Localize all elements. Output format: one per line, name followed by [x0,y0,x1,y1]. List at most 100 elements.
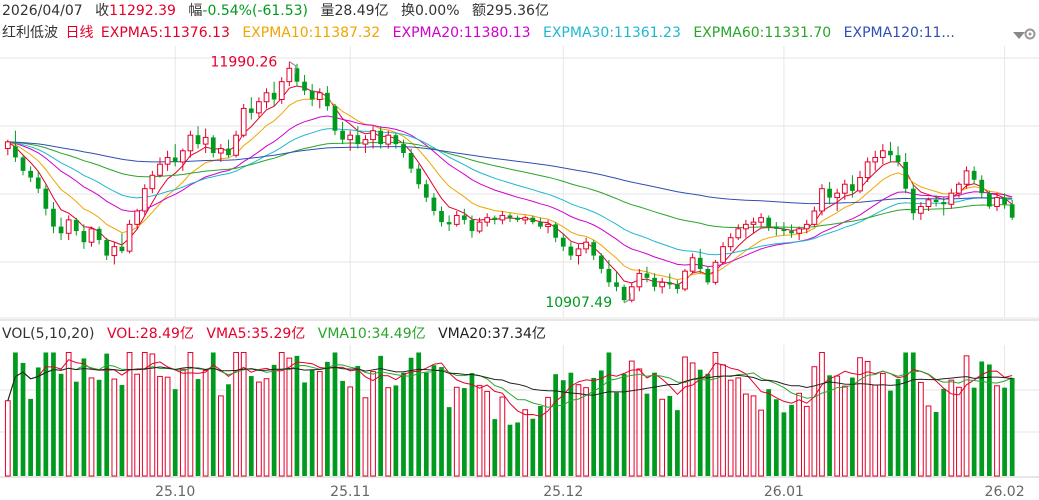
volume-bar [347,386,354,477]
candle [956,183,962,194]
candle [963,170,970,185]
volume-bar [355,365,361,476]
candle [689,257,696,272]
volume-bar [743,393,749,477]
candle [834,192,841,199]
volume-bar [879,372,886,477]
candle [111,246,118,257]
candle [857,177,863,192]
x-tick-label: 26.01 [764,484,804,500]
volume-bar [141,351,148,477]
volume-bar [385,387,392,477]
candle [925,199,932,208]
candle [65,219,72,234]
volume-bar [583,387,589,477]
volume-bar [781,412,787,476]
volume-bar [895,379,901,476]
collapse-icon[interactable] [1010,26,1028,42]
candle [141,188,148,212]
volume-bar [628,360,635,477]
volume-bar [453,386,460,477]
volume-bar [1002,387,1007,476]
volume-bar [195,379,201,476]
candle [803,223,810,230]
candle [545,223,551,228]
change-group: 幅-0.54%(-61.53) [188,3,308,19]
volume-bar [362,397,369,477]
volume-bar [240,351,247,477]
volume-bar [4,400,11,477]
volume-bar [111,378,118,477]
candle [149,174,156,190]
candle [240,107,247,136]
close-label: 收 [95,3,110,19]
candle [499,214,506,221]
candle [81,231,87,243]
settings-icon[interactable] [1021,26,1039,42]
volume-bar [286,357,293,477]
volume-bar [918,381,924,477]
ma-legend-item: EXPMA5:11376.13 [100,25,230,41]
candle [948,192,955,205]
candle [309,90,315,100]
candle [233,134,239,156]
candle [492,217,498,220]
volume-bar [910,352,916,476]
candle [73,219,79,232]
volume-bar [758,409,764,477]
volume-bar [956,386,962,477]
candle [378,130,384,145]
candle [750,221,757,225]
volume-group: 量28.49亿 [320,3,388,19]
candle [271,92,277,100]
volume-bar [712,351,719,477]
volume-bar [172,389,178,476]
ma-legend-item: EXPMA120:11... [843,25,955,41]
candle [987,193,992,207]
volume-bar [591,377,597,476]
amount-value: 295.36亿 [485,3,549,19]
volume-bar [492,419,498,476]
candle [43,188,49,209]
candle [773,226,779,229]
candle [248,108,254,113]
candle [401,144,406,154]
volume-bar [697,369,703,476]
candle [179,150,186,163]
candle [172,157,178,162]
candle [766,217,772,227]
volume-bar [1009,377,1015,476]
period-label[interactable]: 日线 [65,25,94,41]
volume-bar [796,392,803,477]
ma-legend-item: EXPMA20:11380.13 [392,25,531,41]
volume-bar [423,372,429,476]
candle [841,183,848,194]
candle [933,199,939,203]
volume-bar [13,352,18,476]
candle [119,246,125,252]
candle [332,106,338,131]
candle [712,261,719,283]
volume-bar [378,355,384,476]
candle [51,208,56,227]
candle [355,135,361,145]
volume-bar [644,393,650,476]
candle [28,170,33,178]
expma-line [7,141,1013,228]
candle [431,197,437,211]
candle [864,161,871,179]
volume-bar [73,381,79,476]
candle [385,134,392,145]
candle [134,210,141,225]
volume-bar [88,377,95,477]
volume-bar [484,390,491,477]
volume-bar [560,380,566,476]
volume-bar [933,411,939,476]
close-group: 收11292.39 [95,3,176,19]
volume-bar [217,395,224,477]
vol-legend-row: VOL(5,10,20) VOL:28.49亿 VMA5:35.29亿 VMA1… [2,325,554,343]
volume-bar [766,389,772,476]
volume-bar [157,375,163,477]
candle [811,210,818,225]
